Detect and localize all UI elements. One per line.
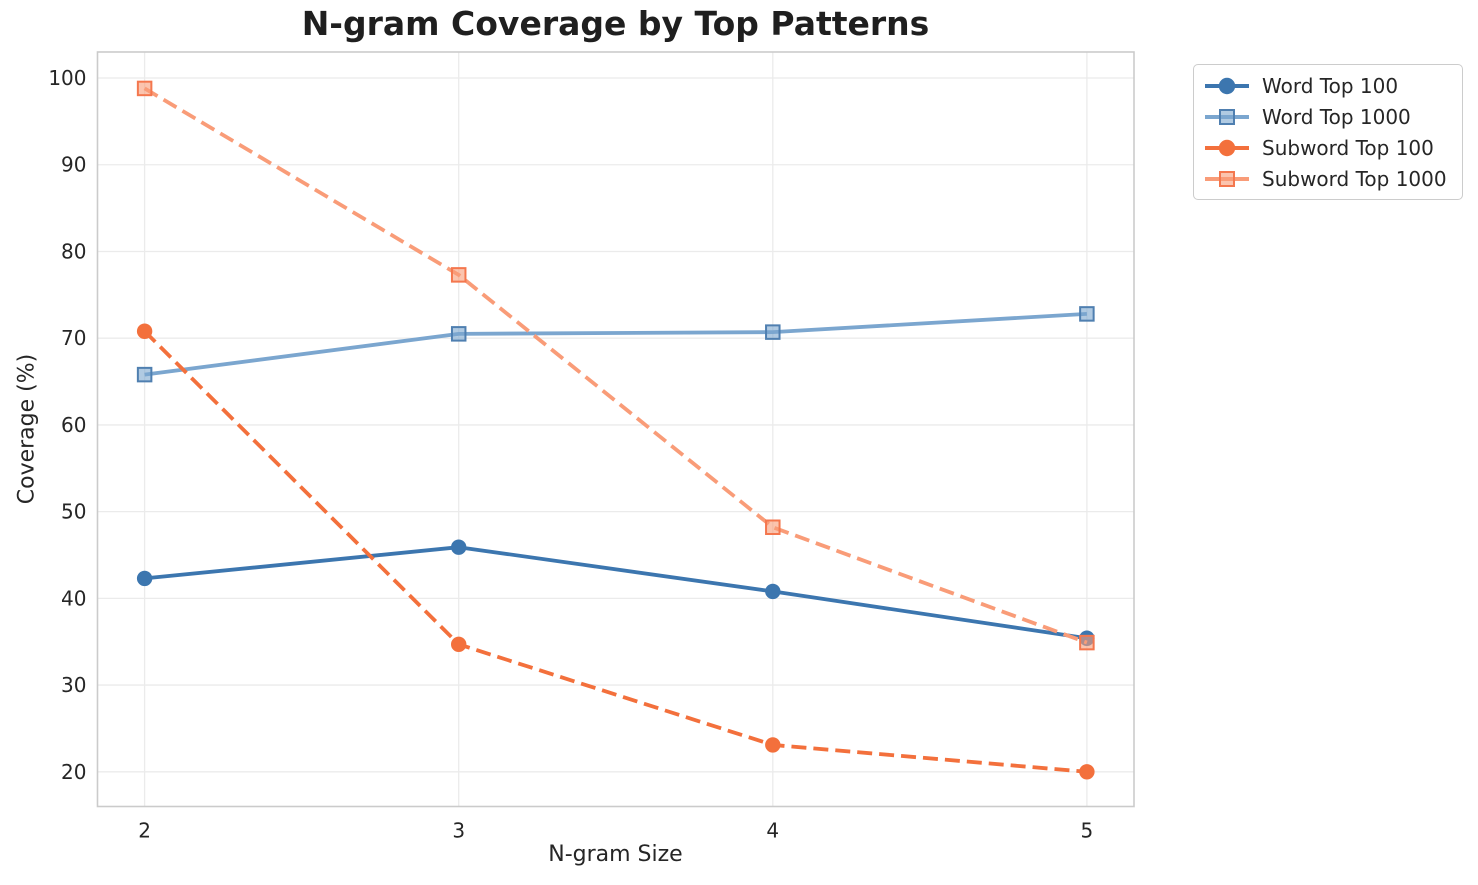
legend-swatch-word-top-100 <box>1205 77 1249 94</box>
marker-subword-top-1000 <box>1079 634 1095 651</box>
chart-title: N-gram Coverage by Top Patterns <box>301 4 930 43</box>
x-tick-labels: 2 3 4 5 <box>138 819 1093 843</box>
y-axis-label: Coverage (%) <box>14 353 40 505</box>
y-tick-label: 100 <box>48 66 86 90</box>
legend-label: Subword Top 1000 <box>1262 166 1447 191</box>
marker-subword-top-1000 <box>136 80 153 97</box>
y-tick-label: 40 <box>61 586 86 610</box>
legend-label: Subword Top 100 <box>1262 135 1434 160</box>
legend-item-word-top-100: Word Top 100 <box>1203 73 1452 98</box>
x-tick-label: 4 <box>766 819 779 843</box>
line-subword-top-1000 <box>143 86 1088 645</box>
x-tick-label: 3 <box>452 819 465 843</box>
legend-item-subword-top-1000: Subword Top 1000 <box>1203 166 1452 191</box>
y-tick-label: 50 <box>61 500 86 524</box>
marker-word-top-1000 <box>765 324 781 340</box>
legend-swatch-word-top-1000 <box>1205 108 1249 125</box>
legend-item-subword-top-100: Subword Top 100 <box>1203 135 1452 160</box>
marker-subword-top-100 <box>765 737 781 753</box>
series-subword-top-100 <box>136 323 1095 780</box>
line-word-top-100 <box>144 545 1088 641</box>
line-word-top-1000 <box>144 312 1087 377</box>
marker-subword-top-1000 <box>765 519 781 535</box>
series-subword-top-1000 <box>136 80 1095 651</box>
y-tick-label: 20 <box>61 760 86 784</box>
y-tick-labels: 20 30 40 50 60 70 80 90 100 <box>48 66 86 784</box>
x-tick-label: 2 <box>138 819 151 843</box>
marker-subword-top-100 <box>1079 764 1095 780</box>
plot-border <box>96 51 1135 808</box>
marker-word-top-100 <box>136 570 153 587</box>
marker-word-top-1000 <box>1079 306 1095 322</box>
marker-subword-top-100 <box>136 323 153 339</box>
y-tick-label: 60 <box>61 413 86 437</box>
y-tick-label: 80 <box>61 239 86 263</box>
legend-item-word-top-1000: Word Top 1000 <box>1203 104 1452 129</box>
marker-subword-top-100 <box>451 636 467 653</box>
y-tick-label: 30 <box>61 673 86 697</box>
series-word-top-1000 <box>136 306 1095 383</box>
marker-subword-top-1000 <box>450 267 467 283</box>
line-subword-top-100 <box>143 329 1088 774</box>
x-tick-label: 5 <box>1081 819 1094 843</box>
legend: Word Top 100 Word Top 1000 Subword Top 1… <box>1193 64 1463 200</box>
marker-word-top-100 <box>765 583 781 600</box>
marker-word-top-1000 <box>450 326 467 342</box>
y-tick-label: 90 <box>61 153 86 177</box>
legend-swatch-subword-top-100 <box>1205 139 1249 156</box>
marker-word-top-100 <box>451 539 467 555</box>
legend-label: Word Top 100 <box>1262 73 1399 98</box>
x-axis-label: N-gram Size <box>548 842 683 867</box>
legend-swatch-subword-top-1000 <box>1205 170 1249 187</box>
marker-word-top-1000 <box>136 366 153 383</box>
y-tick-label: 70 <box>61 326 86 350</box>
legend-label: Word Top 1000 <box>1262 104 1411 129</box>
